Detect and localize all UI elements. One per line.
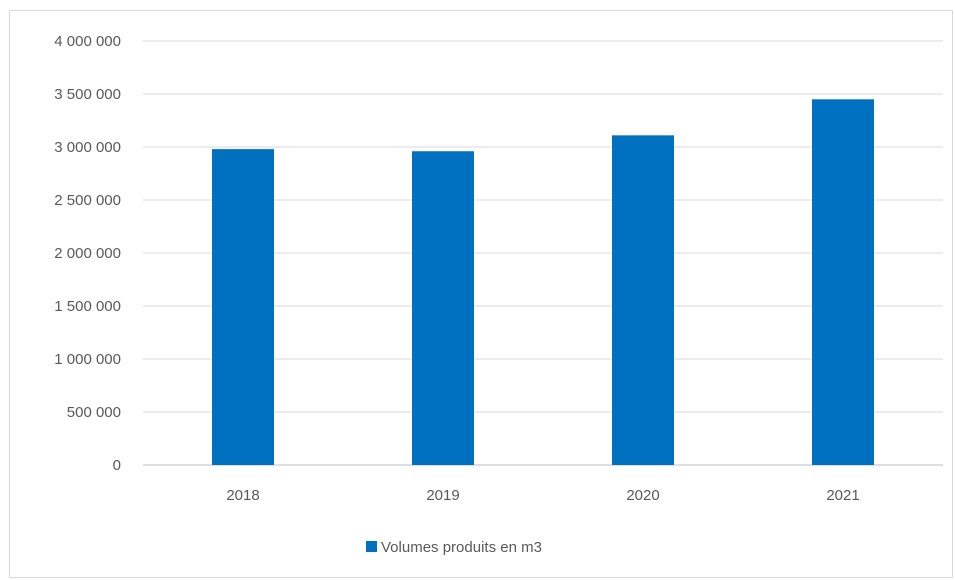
chart-frame — [9, 10, 953, 578]
x-tick-label: 2021 — [826, 487, 859, 504]
x-tick-label: 2018 — [226, 487, 259, 504]
bar-2018 — [212, 149, 274, 465]
bar-2021 — [812, 99, 874, 466]
legend-swatch — [366, 541, 377, 552]
bar-2019 — [412, 151, 474, 466]
y-tick-label: 1 500 000 — [54, 298, 121, 315]
y-tick-label: 2 000 000 — [54, 245, 121, 262]
y-tick-label: 3 000 000 — [54, 139, 121, 156]
y-tick-label: 3 500 000 — [54, 86, 121, 103]
y-tick-label: 2 500 000 — [54, 192, 121, 209]
y-tick-label: 1 000 000 — [54, 351, 121, 368]
y-tick-label: 0 — [113, 457, 121, 474]
y-tick-label: 4 000 000 — [54, 33, 121, 50]
y-tick-label: 500 000 — [67, 404, 121, 421]
bar-2020 — [612, 135, 674, 465]
x-tick-label: 2019 — [426, 487, 459, 504]
legend-label: Volumes produits en m3 — [381, 539, 542, 556]
x-tick-label: 2020 — [626, 487, 659, 504]
